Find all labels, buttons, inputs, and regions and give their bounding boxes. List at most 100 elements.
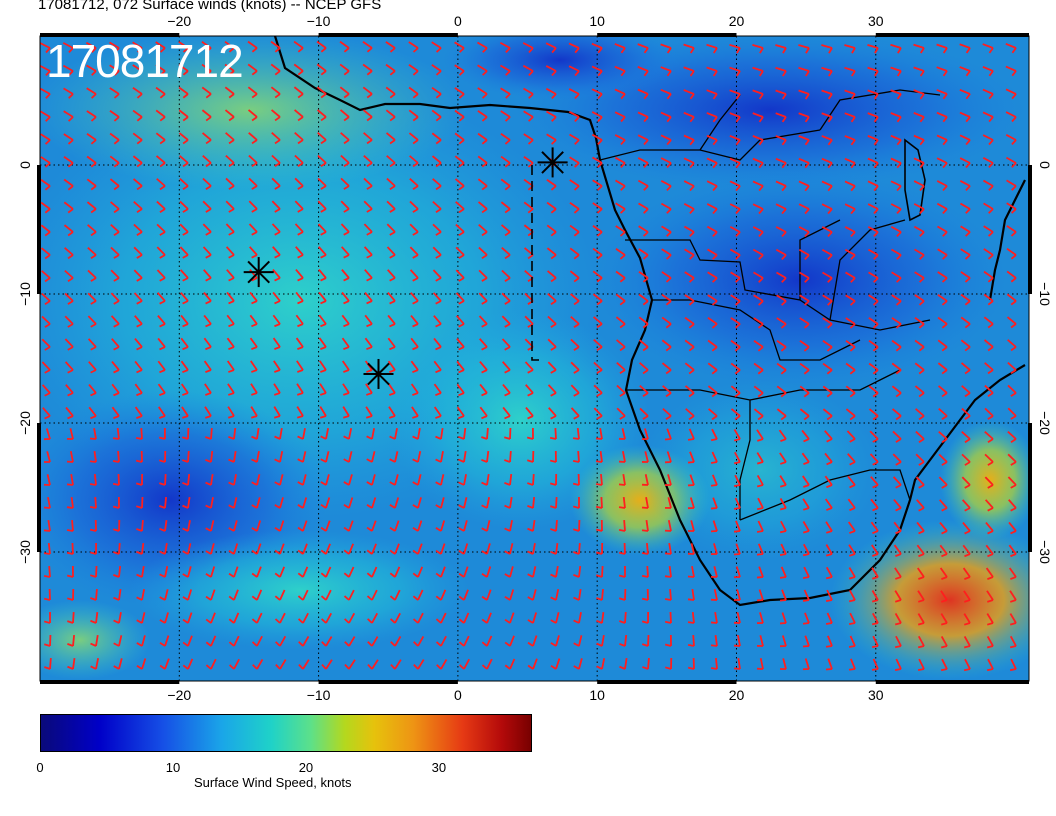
wind-barb-flag: [297, 231, 304, 236]
wind-barb-shaft: [479, 361, 488, 371]
wind-barb-shaft: [325, 612, 333, 624]
wind-barb-shaft: [914, 271, 925, 279]
wind-barb-shaft: [616, 362, 626, 371]
wind-barb-flag: [757, 438, 764, 442]
wind-barb-flag: [551, 139, 557, 145]
wind-barb-shaft: [317, 154, 327, 164]
wind-barb-shaft: [500, 64, 511, 72]
wind-barb-flag: [572, 437, 580, 440]
wind-barb-shaft: [733, 429, 741, 440]
wind-barb-flag: [297, 323, 304, 328]
wind-barb-flag: [481, 436, 488, 440]
wind-barb-flag: [596, 346, 603, 352]
wind-barb-shaft: [141, 635, 146, 647]
wind-barb-flag: [1010, 277, 1017, 283]
wind-barb-flag: [827, 300, 833, 306]
wind-barb-shaft: [202, 246, 212, 256]
wind-barb-shaft: [821, 226, 833, 233]
wind-barb-flag: [917, 645, 925, 649]
wind-barb-shaft: [661, 293, 672, 302]
wind-barb-flag: [182, 481, 189, 486]
wind-barb-flag: [919, 47, 925, 54]
wind-barb-flag: [618, 597, 626, 601]
wind-barb-flag: [896, 139, 902, 146]
wind-barb-shaft: [486, 497, 490, 509]
wind-barb-shaft: [431, 41, 442, 49]
wind-barb-shaft: [591, 111, 603, 118]
wind-barb-flag: [619, 620, 626, 624]
wind-barb-flag: [435, 277, 442, 282]
wind-barb-flag: [896, 208, 902, 215]
wind-barb-shaft: [1006, 225, 1017, 233]
wind-barb-flag: [274, 481, 281, 486]
wind-barb-flag: [849, 392, 856, 398]
wind-barb-flag: [827, 254, 833, 260]
wind-barb-shaft: [916, 567, 925, 578]
wind-barb-flag: [481, 618, 488, 624]
wind-barb-flag: [917, 622, 925, 626]
wind-barb-flag: [895, 346, 902, 352]
wind-barb-flag: [251, 300, 258, 305]
wind-barb-flag: [641, 529, 649, 532]
wind-barb-flag: [918, 530, 925, 535]
frame-bar-top: [875, 33, 1029, 37]
wind-barb-flag: [619, 277, 626, 283]
wind-barb-flag: [713, 47, 718, 54]
wind-barb-shaft: [433, 383, 442, 394]
wind-barb-shaft: [1007, 430, 1017, 440]
east-africa-coast: [988, 179, 1026, 301]
wind-barb-flag: [964, 415, 971, 420]
wind-barb-shaft: [72, 657, 76, 670]
wind-barb-flag: [642, 323, 649, 329]
wind-barb-flag: [458, 208, 465, 214]
wind-barb-flag: [90, 415, 97, 420]
wind-barb-shaft: [210, 589, 216, 601]
wind-barb-shaft: [203, 314, 212, 325]
wind-barb-flag: [550, 300, 557, 306]
wind-barb-flag: [67, 665, 74, 670]
wind-barb-shaft: [555, 635, 560, 647]
wind-barb-shaft: [417, 428, 421, 440]
wind-barb-shaft: [614, 111, 626, 118]
wind-barb-shaft: [210, 473, 214, 486]
wind-barb-flag: [66, 483, 74, 486]
wind-barb-shaft: [707, 385, 718, 394]
wind-barb-flag: [251, 254, 258, 259]
wind-barb-shaft: [822, 385, 833, 394]
wind-barb-shaft: [509, 473, 513, 486]
wind-barb-shaft: [578, 542, 581, 555]
wind-barb-shaft: [752, 248, 764, 256]
wind-barb-shaft: [117, 450, 120, 463]
wind-barb-shaft: [711, 428, 718, 440]
wind-barb-flag: [159, 208, 166, 213]
wind-barb-flag: [942, 93, 948, 100]
wind-barb-flag: [918, 300, 925, 306]
wind-barb-shaft: [913, 66, 925, 72]
wind-barb-shaft: [45, 428, 51, 440]
wind-barb-flag: [320, 277, 327, 282]
wind-barb-shaft: [210, 612, 216, 624]
wind-barb-shaft: [570, 293, 580, 302]
wind-barb-flag: [504, 481, 511, 486]
wind-barb-flag: [343, 369, 350, 373]
wind-barb-flag: [366, 208, 373, 213]
wind-barb-shaft: [804, 635, 810, 647]
wind-barb-shaft: [477, 87, 488, 95]
wind-barb-shaft: [279, 659, 287, 670]
wind-barb-flag: [113, 300, 120, 305]
wind-barb-flag: [319, 415, 327, 419]
wind-barb-flag: [595, 505, 603, 509]
wind-barb-flag: [182, 641, 189, 647]
wind-barb-flag: [665, 392, 672, 398]
wind-barb-flag: [780, 415, 787, 421]
wind-barb-flag: [1010, 530, 1017, 535]
wind-barb-flag: [941, 484, 948, 489]
wind-barb-shaft: [233, 658, 240, 670]
wind-barb-shaft: [916, 499, 925, 509]
wind-barb-flag: [919, 185, 925, 192]
wind-barb-shaft: [417, 589, 424, 601]
wind-barb-shaft: [317, 177, 327, 187]
wind-barb-flag: [366, 47, 373, 53]
wind-barb-shaft: [233, 635, 240, 647]
wind-barb-shaft: [847, 498, 856, 509]
